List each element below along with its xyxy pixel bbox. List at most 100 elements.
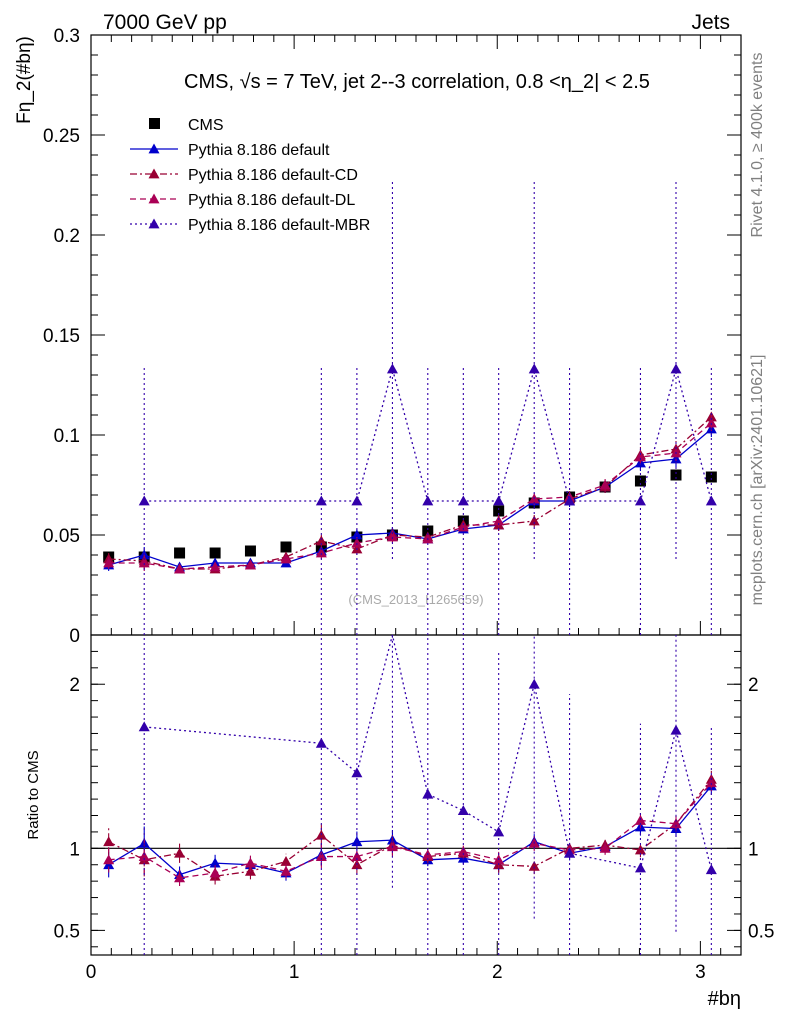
main-plot-area: 0 0.05 0.1 0.15 0.2 0.25 0.3 <box>43 26 741 647</box>
series-point <box>493 515 505 526</box>
ratio-point <box>209 867 221 878</box>
ratio-point <box>244 857 256 868</box>
x-axis-label: #bη <box>708 988 741 1010</box>
ratio-point <box>528 678 540 689</box>
ratio-point <box>351 836 363 847</box>
series-point <box>138 557 150 568</box>
ratio-line-2 <box>108 779 712 877</box>
legend-marker <box>148 168 160 179</box>
series-point <box>422 495 434 506</box>
ratio-tick-label: 0.5 <box>54 921 80 942</box>
series-point <box>528 515 540 526</box>
ratio-point <box>670 724 682 735</box>
header-right: Jets <box>691 11 730 34</box>
x-tick-label: 2 <box>492 962 503 983</box>
series-line-2 <box>108 416 712 570</box>
ratio-point <box>599 842 611 853</box>
ratio-point <box>634 862 646 873</box>
ratio-point <box>138 851 150 861</box>
series-point <box>457 495 469 506</box>
series-point <box>564 495 576 506</box>
cms-data-point <box>244 545 256 557</box>
mcplots-label: mcplots.cern.ch [arXiv:2401.10621] <box>749 355 766 606</box>
y-tick-label: 0.25 <box>43 126 80 147</box>
ratio-point <box>315 737 327 748</box>
y-tick-label: 0.05 <box>43 526 80 547</box>
series-point <box>351 495 363 506</box>
ratio-point <box>103 854 115 865</box>
cms-data-point <box>493 505 505 517</box>
series-point <box>244 559 256 570</box>
ratio-point <box>280 855 292 866</box>
y-tick-label: 0.1 <box>54 426 80 447</box>
ratio-point <box>280 865 292 876</box>
cms-data-point <box>422 525 434 537</box>
ratio-frame <box>90 634 742 956</box>
ratio-point <box>705 864 717 875</box>
ratio-point <box>564 847 576 858</box>
series-point <box>493 495 505 506</box>
ratio-point <box>174 872 186 883</box>
series-point <box>315 495 327 506</box>
series-point <box>315 535 327 546</box>
ratio-tick-label-right: 1 <box>748 839 759 860</box>
legend-label: Pythia 8.186 default-DL <box>188 192 355 209</box>
series-point <box>599 479 611 490</box>
ratio-point <box>528 860 540 871</box>
ratio-point <box>351 767 363 778</box>
cms-data-point <box>280 541 292 553</box>
chart-title: CMS, √s = 7 TeV, jet 2--3 correlation, 0… <box>184 71 650 93</box>
series-point <box>457 521 469 532</box>
series-point <box>528 363 540 374</box>
series-line-4 <box>144 366 712 502</box>
ratio-point <box>174 847 186 858</box>
ratio-line-4 <box>144 634 712 870</box>
legend-marker <box>148 143 160 154</box>
ratio-point <box>493 826 505 837</box>
legend: CMS Pythia 8.186 default Pythia 8.186 defa… <box>130 117 370 234</box>
series-line-1 <box>108 428 712 568</box>
ratio-point <box>315 851 327 861</box>
series-point <box>138 495 150 506</box>
legend-label: Pythia 8.186 default-MBR <box>188 217 370 234</box>
cms-data-point <box>705 471 717 483</box>
ratio-line-1 <box>108 785 712 876</box>
legend-label: Pythia 8.186 default <box>188 142 330 159</box>
ratio-point <box>422 788 434 799</box>
ratio-tick-label: 2 <box>69 675 80 696</box>
header-left: 7000 GeV pp <box>103 11 227 34</box>
ratio-point <box>705 777 717 788</box>
series-point <box>705 417 717 428</box>
series-point <box>351 537 363 548</box>
legend-marker <box>148 218 160 229</box>
x-tick-label: 1 <box>289 962 300 983</box>
series-point <box>280 553 292 564</box>
series-line-3 <box>108 422 712 570</box>
x-tick-label: 0 <box>86 962 97 983</box>
y-tick-label: 0.15 <box>43 326 80 347</box>
series-point <box>705 495 717 506</box>
y-tick-label: 0 <box>69 626 80 647</box>
ratio-line-3 <box>108 782 712 879</box>
series-point <box>386 363 398 374</box>
series-point <box>634 451 646 462</box>
ratio-tick-label-right: 2 <box>748 675 759 696</box>
ratio-point <box>138 721 150 732</box>
cms-data-point <box>634 475 646 487</box>
cms-data-point <box>209 547 221 559</box>
ratio-y-axis-label: Ratio to CMS <box>25 750 42 839</box>
series-point <box>315 547 327 558</box>
legend-marker-cms <box>149 118 160 129</box>
series-point <box>634 495 646 506</box>
x-tick-label: 3 <box>695 962 706 983</box>
series-point <box>103 557 115 568</box>
legend-label: Pythia 8.186 default-CD <box>188 167 358 184</box>
ratio-point <box>457 846 469 857</box>
y-axis-label: Fη_2(#bη) <box>14 36 35 124</box>
rivet-label: Rivet 4.1.0, ≥ 400k events <box>749 53 766 238</box>
series-point <box>386 531 398 542</box>
ratio-tick-label: 1 <box>69 839 80 860</box>
watermark: (CMS_2013_I1265659) <box>348 592 483 607</box>
legend-label: CMS <box>188 117 224 134</box>
